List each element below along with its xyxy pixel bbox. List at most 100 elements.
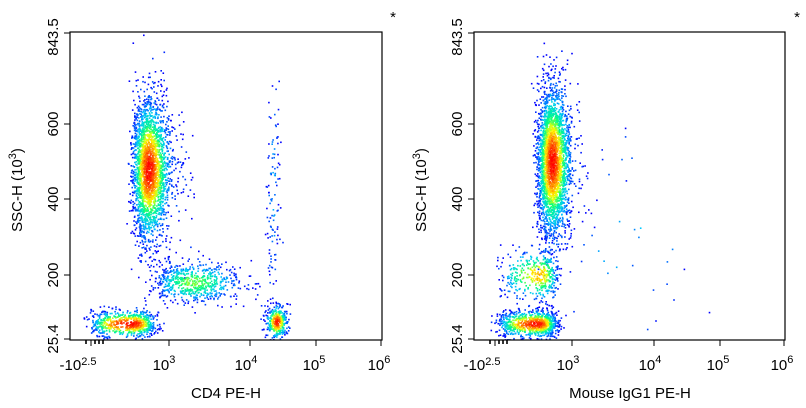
event-dots xyxy=(490,42,711,340)
event-dot xyxy=(149,126,151,128)
event-dot xyxy=(143,177,145,179)
event-dot xyxy=(119,314,122,316)
event-dot xyxy=(150,213,152,216)
event-dot xyxy=(98,329,101,332)
event-dot xyxy=(158,175,160,177)
event-dot xyxy=(144,124,146,127)
event-dot xyxy=(182,300,185,303)
event-dot xyxy=(273,336,275,339)
event-dot xyxy=(205,285,207,288)
event-dot xyxy=(162,130,164,133)
event-dot xyxy=(135,113,138,115)
event-dot xyxy=(132,319,135,322)
event-dot xyxy=(146,322,149,325)
event-dot xyxy=(221,272,223,275)
event-dot xyxy=(131,230,134,233)
event-dot xyxy=(110,322,112,324)
event-dot xyxy=(92,316,95,318)
event-dot xyxy=(199,286,201,289)
event-dot xyxy=(538,136,541,139)
event-dot xyxy=(561,174,563,177)
event-dot xyxy=(193,196,195,199)
event-dot xyxy=(149,105,152,107)
event-dot xyxy=(112,327,115,329)
event-dot xyxy=(167,189,170,192)
event-dot xyxy=(160,133,162,136)
event-dot xyxy=(149,185,151,187)
event-dot xyxy=(171,277,173,279)
event-dot xyxy=(159,326,161,328)
event-dot xyxy=(145,192,148,194)
event-dot xyxy=(147,323,150,326)
event-dot xyxy=(153,121,155,123)
event-dot xyxy=(150,186,153,188)
event-dot xyxy=(145,126,147,128)
event-dot xyxy=(212,284,215,287)
event-dot xyxy=(124,314,126,316)
event-dot xyxy=(142,202,144,205)
event-dot xyxy=(138,142,141,144)
event-dot xyxy=(160,195,162,197)
event-dot xyxy=(130,325,132,327)
event-dot xyxy=(139,100,141,103)
event-dot xyxy=(143,235,146,237)
event-dot xyxy=(157,145,159,148)
event-dot xyxy=(140,311,143,314)
event-dot xyxy=(154,148,157,150)
event-dot xyxy=(233,279,235,282)
event-dot xyxy=(170,266,173,268)
event-dot xyxy=(158,154,161,156)
event-dot xyxy=(278,306,281,309)
event-dot xyxy=(147,122,150,125)
event-dot xyxy=(275,329,277,332)
event-dot xyxy=(273,174,276,177)
event-dot xyxy=(137,325,139,328)
event-dot xyxy=(153,142,156,145)
event-dot xyxy=(550,196,553,199)
event-dot xyxy=(283,332,285,334)
event-dot xyxy=(137,183,140,185)
event-dot xyxy=(171,150,174,152)
event-dot xyxy=(146,144,149,147)
event-dot xyxy=(126,334,129,337)
event-dot xyxy=(217,266,219,268)
event-dot xyxy=(142,80,144,83)
event-dot xyxy=(191,274,194,276)
event-dot xyxy=(154,259,157,261)
event-dot xyxy=(140,326,143,328)
event-dot xyxy=(183,282,186,285)
event-dot xyxy=(558,91,560,94)
event-dot xyxy=(543,147,546,149)
event-dot xyxy=(276,242,279,245)
event-dot xyxy=(276,184,278,187)
event-dot xyxy=(111,312,113,315)
event-dot xyxy=(136,240,138,243)
event-dot xyxy=(131,156,134,159)
event-dot xyxy=(279,333,281,335)
event-dot xyxy=(215,283,217,285)
event-dot xyxy=(145,217,147,219)
event-dot xyxy=(142,111,144,114)
event-dot xyxy=(269,328,272,331)
event-dot xyxy=(147,140,150,143)
event-dot xyxy=(133,149,136,152)
event-dot xyxy=(182,292,184,295)
event-dot xyxy=(235,276,237,279)
event-dot xyxy=(158,135,161,138)
event-dot xyxy=(146,333,148,335)
event-dot xyxy=(138,226,141,228)
event-dot xyxy=(187,276,189,279)
event-dot xyxy=(103,337,105,340)
event-dot xyxy=(287,330,290,332)
event-dot xyxy=(149,132,152,135)
event-dot xyxy=(145,316,148,318)
event-dot xyxy=(283,313,286,315)
event-dot xyxy=(536,185,539,187)
event-dot xyxy=(132,182,134,184)
event-dot xyxy=(152,191,154,193)
event-dot xyxy=(145,186,147,188)
event-dot xyxy=(163,156,165,159)
event-dot xyxy=(137,188,140,190)
event-dot xyxy=(155,176,157,178)
event-dot xyxy=(147,179,150,181)
